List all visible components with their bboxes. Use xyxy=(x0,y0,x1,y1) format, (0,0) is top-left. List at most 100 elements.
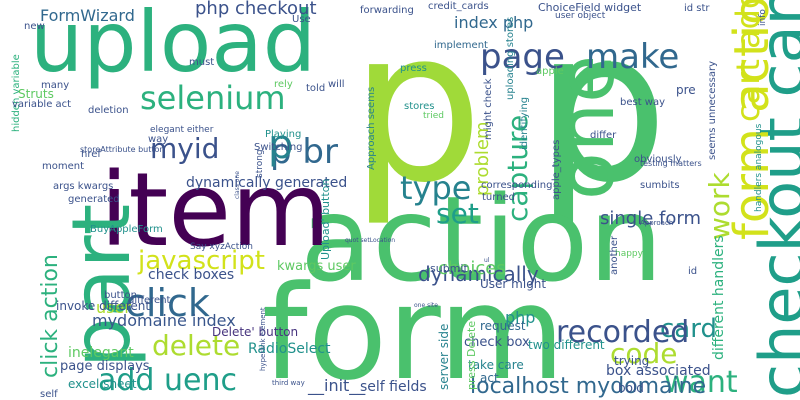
cloud-word: told xyxy=(306,83,326,94)
cloud-word: p br xyxy=(270,132,338,172)
cloud-word: form xyxy=(262,257,566,400)
cloud-word: Approach seems xyxy=(366,86,377,170)
cloud-word: type xyxy=(400,169,472,207)
cloud-word: strong xyxy=(255,149,265,178)
cloud-word: submit xyxy=(430,262,468,275)
cloud-word: excel sheet xyxy=(68,377,137,391)
cloud-word: button xyxy=(104,290,137,301)
cloud-word: box associated xyxy=(606,363,711,379)
cloud-word: php xyxy=(505,308,536,327)
cloud-word: sumbits xyxy=(640,180,680,191)
cloud-word: id xyxy=(688,266,698,277)
cloud-word: request xyxy=(480,319,526,333)
cloud-word: many xyxy=(41,80,70,91)
cloud-word: FormWizard xyxy=(40,6,135,25)
cloud-word: apple xyxy=(536,66,564,77)
cloud-word: id str xyxy=(684,3,710,14)
cloud-word: take care xyxy=(468,358,524,372)
cloud-word: Say xyzAction xyxy=(190,242,253,252)
cloud-word: identifying xyxy=(519,96,530,150)
cloud-word: p xyxy=(350,0,484,229)
cloud-word: apple_types xyxy=(551,139,562,200)
cloud-word: different handlers xyxy=(711,235,727,360)
cloud-word: deletion xyxy=(88,105,129,116)
cloud-word: one site xyxy=(414,302,438,309)
cloud-word: choices xyxy=(438,258,506,279)
cloud-word: tried xyxy=(423,111,444,121)
cloud-word: index php xyxy=(454,13,534,32)
cloud-word: click action xyxy=(38,254,63,378)
cloud-word: uploading stores xyxy=(505,16,516,100)
cloud-word: testing matters xyxy=(640,159,702,168)
cloud-word: upload xyxy=(30,0,317,91)
cloud-word: server side xyxy=(437,323,451,390)
cloud-word: differ xyxy=(590,130,617,141)
cloud-word: self xyxy=(40,389,58,400)
cloud-word: rely xyxy=(274,79,293,90)
cloud-word: info xyxy=(758,9,768,26)
cloud-word: mydomaine index xyxy=(92,311,236,330)
cloud-word: javascript xyxy=(138,246,265,276)
cloud-word: Use xyxy=(292,14,311,25)
cloud-word: __init__ xyxy=(308,376,366,395)
cloud-word: corresponding xyxy=(481,180,553,191)
cloud-word: code xyxy=(610,337,678,370)
cloud-word: Upload' button xyxy=(319,178,332,260)
cloud-word: check boxes xyxy=(148,267,235,283)
cloud-word: kwargs user xyxy=(277,259,356,274)
cloud-word: Switching xyxy=(254,142,303,153)
cloud-word: set xyxy=(436,197,479,230)
cloud-word: args kwargs xyxy=(53,181,114,192)
cloud-word: BuyAppleForm xyxy=(90,224,163,235)
cloud-word: User might xyxy=(480,277,547,291)
cloud-word: card xyxy=(660,314,717,344)
cloud-word: dynamically xyxy=(418,262,539,286)
cloud-word: generated xyxy=(68,194,120,205)
cloud-word: single form xyxy=(600,208,701,229)
cloud-word: add uenc xyxy=(98,363,237,398)
cloud-word: two different xyxy=(528,338,605,352)
cloud-word: href xyxy=(81,149,101,160)
cloud-word: way xyxy=(148,134,169,145)
cloud-word: Struts xyxy=(18,87,54,101)
cloud-word: bold xyxy=(618,381,644,395)
cloud-word: item xyxy=(100,151,331,270)
cloud-word: ul xyxy=(484,257,490,264)
cloud-word: invoke different xyxy=(56,299,151,313)
cloud-word: elegant either xyxy=(150,125,214,135)
cloud-word: p xyxy=(535,0,669,229)
cloud-word: quot setLocation xyxy=(345,237,396,244)
cloud-word: class one xyxy=(234,171,241,199)
cloud-word: storeAttribute button xyxy=(80,145,165,154)
cloud-word: Playing xyxy=(265,129,302,140)
cloud-word: turned xyxy=(482,192,516,203)
cloud-word: recorded xyxy=(556,315,690,350)
cloud-word: myid xyxy=(150,132,220,165)
cloud-word: stores xyxy=(404,101,435,112)
cloud-word: RadioSelect xyxy=(248,341,331,357)
cloud-word: implement xyxy=(434,40,488,51)
cloud-word: another xyxy=(609,235,620,275)
cloud-word: handlers analogous xyxy=(754,123,764,212)
cloud-word: variable act xyxy=(12,99,72,110)
cloud-word: page xyxy=(480,37,565,77)
cloud-word: self fields xyxy=(360,379,427,395)
cloud-word: will xyxy=(328,79,345,90)
cloud-word: might check xyxy=(483,78,494,140)
cloud-word: third way xyxy=(272,379,305,387)
cloud-word: localhost mydomaine xyxy=(470,374,707,399)
cloud-word: pre xyxy=(676,83,696,97)
cloud-word: best way xyxy=(620,97,666,108)
cloud-word: press Delete' xyxy=(465,317,478,390)
cloud-word: new xyxy=(24,21,45,32)
cloud-word: delete xyxy=(152,329,241,362)
cloud-word: user xyxy=(96,298,131,317)
cloud-word: dynamically generated xyxy=(186,175,348,191)
cloud-word: page displays xyxy=(60,359,150,374)
cloud-word: want xyxy=(664,365,738,400)
cloud-word: inelegant xyxy=(68,345,134,361)
cloud-word: Approach xyxy=(640,219,674,227)
cloud-word: p xyxy=(268,122,294,168)
cloud-word: must xyxy=(189,57,215,68)
